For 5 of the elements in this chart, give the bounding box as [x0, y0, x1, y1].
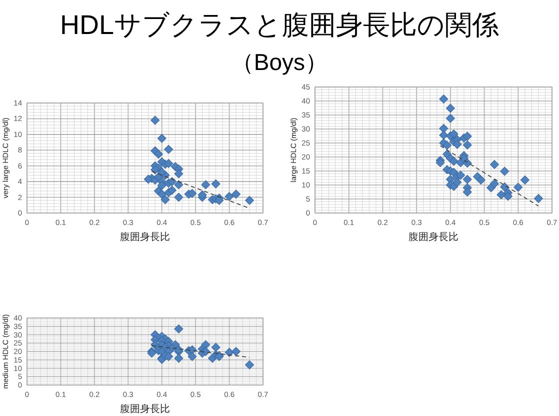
- chart-subtitle: （Boys）: [230, 49, 328, 75]
- x-axis-title: 腹囲身長比: [120, 403, 170, 415]
- x-axis-title: 腹囲身長比: [120, 231, 170, 243]
- chart-title: HDLサブクラスと腹囲身長比の関係: [60, 10, 500, 40]
- x-axis-title: 腹囲身長比: [408, 231, 458, 243]
